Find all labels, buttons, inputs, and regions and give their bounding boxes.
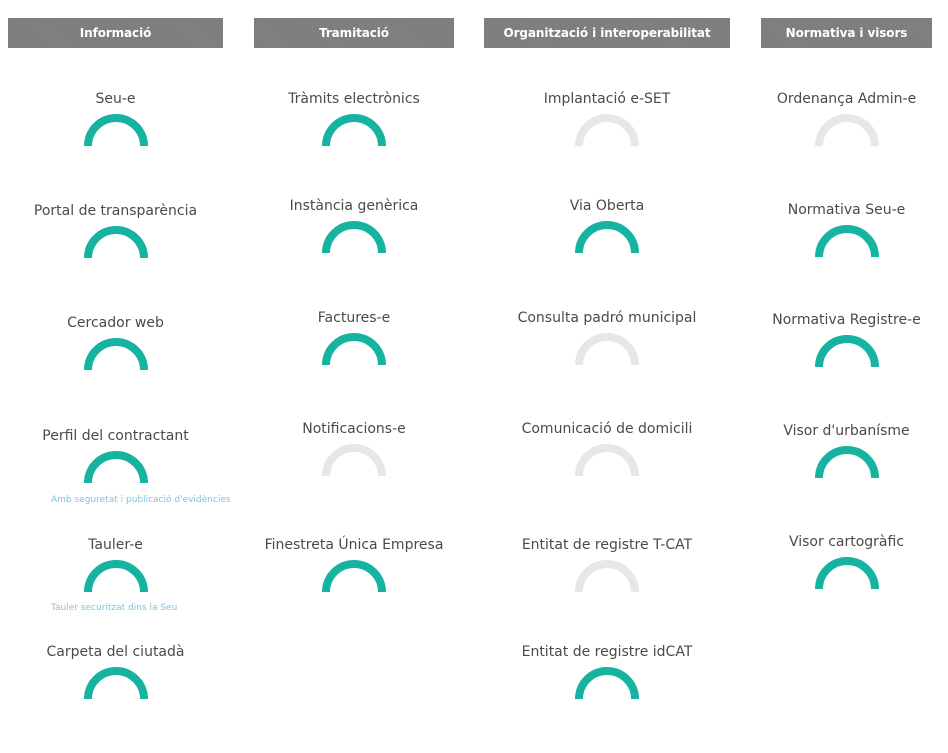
service-label: Entitat de registre idCAT — [521, 644, 693, 660]
service-label: Visor d'urbanísme — [783, 423, 910, 439]
service-item-perfil-contractant[interactable]: Perfil del contractant Amb seguretat i p… — [8, 427, 230, 505]
service-label: Tràmits electrònics — [288, 91, 420, 107]
status-gauge-icon — [575, 333, 639, 365]
service-label: Portal de transparència — [33, 203, 198, 219]
service-item-portal-transparencia[interactable]: Portal de transparència — [8, 202, 223, 258]
service-label: Via Oberta — [569, 198, 645, 214]
status-gauge-icon — [83, 560, 148, 592]
service-note: Tauler securitzat dins la Seu — [51, 603, 178, 613]
status-gauge-icon — [814, 446, 879, 478]
service-label: Normativa Seu-e — [787, 202, 906, 218]
status-gauge-icon — [575, 560, 639, 592]
column-header-normativa: Normativa i visors — [761, 18, 932, 48]
service-item-tauler-e[interactable]: Tauler-e Tauler securitzat dins la Seu — [8, 536, 223, 613]
status-gauge-icon — [83, 451, 148, 483]
service-item-notificacions-e[interactable]: Notificacions-e — [254, 420, 454, 476]
service-label: Carpeta del ciutadà — [46, 644, 185, 660]
status-gauge-icon — [575, 221, 639, 253]
status-gauge-icon — [322, 444, 386, 476]
service-item-comunicacio-domicili[interactable]: Comunicació de domicili — [484, 420, 730, 476]
service-label: Consulta padró municipal — [517, 310, 697, 326]
column-header-informacio: Informació — [8, 18, 223, 48]
service-item-seu-e[interactable]: Seu-e — [8, 90, 223, 146]
service-item-implantacio-eset[interactable]: Implantació e-SET — [484, 90, 730, 146]
service-item-ordenanca-admin-e[interactable]: Ordenança Admin-e — [761, 90, 932, 146]
status-gauge-icon — [322, 333, 386, 365]
service-label: Visor cartogràfic — [788, 534, 905, 550]
column-header-tramitacio: Tramitació — [254, 18, 454, 48]
service-label: Finestreta Única Empresa — [264, 537, 444, 553]
service-item-carpeta-ciutada[interactable]: Carpeta del ciutadà — [8, 643, 223, 699]
service-label: Instància genèrica — [289, 198, 419, 214]
column-header-organitzacio: Organització i interoperabilitat — [484, 18, 730, 48]
status-gauge-icon — [575, 114, 639, 146]
service-item-consulta-padro[interactable]: Consulta padró municipal — [484, 309, 730, 365]
status-gauge-icon — [575, 444, 639, 476]
status-gauge-icon — [814, 335, 879, 367]
status-gauge-icon — [83, 114, 148, 146]
service-item-instancia-generica[interactable]: Instància genèrica — [254, 197, 454, 253]
service-item-finestreta-unica-empresa[interactable]: Finestreta Única Empresa — [254, 536, 454, 592]
service-label: Entitat de registre T-CAT — [521, 537, 693, 553]
status-gauge-icon — [814, 225, 879, 257]
service-label: Tauler-e — [88, 537, 143, 553]
service-note: Amb seguretat i publicació d'evidències — [51, 495, 231, 505]
service-item-tramits-electronics[interactable]: Tràmits electrònics — [254, 90, 454, 146]
status-gauge-icon — [83, 226, 148, 258]
status-gauge-icon — [814, 114, 879, 146]
service-item-entitat-registre-idcat[interactable]: Entitat de registre idCAT — [484, 643, 730, 699]
service-item-normativa-registre-e[interactable]: Normativa Registre-e — [761, 311, 932, 367]
service-label: Comunicació de domicili — [521, 421, 693, 437]
status-gauge-icon — [83, 667, 148, 699]
status-gauge-icon — [814, 557, 879, 589]
service-label: Perfil del contractant — [42, 428, 189, 444]
service-item-cercador-web[interactable]: Cercador web — [8, 314, 223, 370]
service-item-factures-e[interactable]: Factures-e — [254, 309, 454, 365]
service-label: Normativa Registre-e — [772, 312, 921, 328]
status-gauge-icon — [322, 560, 386, 592]
status-gauge-icon — [83, 338, 148, 370]
service-label: Seu-e — [95, 91, 136, 107]
status-gauge-icon — [322, 221, 386, 253]
service-label: Implantació e-SET — [543, 91, 671, 107]
service-item-via-oberta[interactable]: Via Oberta — [484, 197, 730, 253]
service-label: Factures-e — [317, 310, 391, 326]
service-item-normativa-seu-e[interactable]: Normativa Seu-e — [761, 201, 932, 257]
service-label: Cercador web — [67, 315, 164, 331]
status-gauge-icon — [322, 114, 386, 146]
service-item-visor-cartografic[interactable]: Visor cartogràfic — [761, 533, 932, 589]
status-gauge-icon — [575, 667, 639, 699]
service-item-entitat-registre-tcat[interactable]: Entitat de registre T-CAT — [484, 536, 730, 592]
service-label: Ordenança Admin-e — [776, 91, 917, 107]
service-label: Notificacions-e — [302, 421, 406, 437]
service-item-visor-urbanisme[interactable]: Visor d'urbanísme — [761, 422, 932, 478]
